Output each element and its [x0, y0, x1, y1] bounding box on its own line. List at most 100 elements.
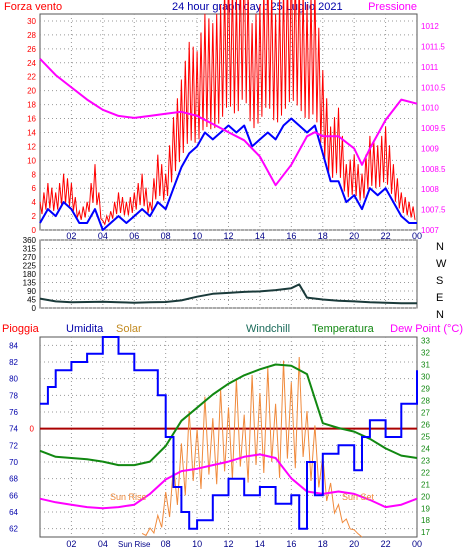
wind-y-tick-label: 20	[27, 87, 36, 96]
temperature-y-tick-label: 20	[421, 492, 430, 501]
wind-axes: 02468101214161820222426283010071007.5100…	[27, 17, 446, 241]
direction-y-tick-label: 45	[27, 296, 36, 305]
legend-humidity: Umidita	[66, 323, 104, 335]
wind-axis-label: Forza vento	[4, 1, 62, 13]
temperature-y-tick-label: 28	[421, 396, 430, 405]
temperature-y-tick-label: 18	[421, 516, 430, 525]
temperature-y-tick-label: 23	[421, 456, 430, 465]
temp-x-tick-label: 02	[66, 539, 76, 549]
wind-grid	[40, 14, 417, 231]
wind-x-tick-label: 00	[412, 231, 422, 241]
direction-y-tick-label: 270	[23, 253, 37, 262]
temp-x-tick-label: 10	[192, 539, 202, 549]
wind-y-tick-label: 12	[27, 142, 36, 151]
direction-y-tick-label: 360	[23, 236, 37, 245]
direction-plot	[39, 283, 417, 305]
temperature-y-tick-label: 19	[421, 504, 430, 513]
wind-y-tick-label: 8	[32, 170, 37, 179]
direction-y-tick-label: 0	[32, 304, 37, 313]
temperature-plot	[39, 336, 418, 538]
temp-x-tick-label: 22	[381, 539, 391, 549]
humidity-y-tick-label: 78	[9, 391, 18, 400]
temp-axes: 62 64 66 68 70 72 74 76 78 80 82 84 17 18 19 20 21 22 23 24…	[9, 337, 430, 549]
cardinal-label: S	[436, 275, 443, 287]
temp-x-tick-label: 12	[223, 539, 233, 549]
wind-x-tick-label: 06	[129, 231, 139, 241]
legend-rain: Pioggia	[2, 323, 40, 335]
temperature-y-tick-label: 27	[421, 408, 430, 417]
dewpoint-line	[39, 453, 418, 510]
temperature-y-tick-label: 33	[421, 337, 430, 346]
direction-y-tick-label: 90	[27, 287, 36, 296]
wind-y-tick-label: 16	[27, 115, 36, 124]
wind-x-tick-label: 10	[192, 231, 202, 241]
legend-windchill: Windchill	[246, 323, 290, 335]
humidity-y-tick-label: 66	[9, 491, 18, 500]
temp-x-tick-label: 14	[255, 539, 265, 549]
humidity-y-tick-label: 80	[9, 375, 18, 384]
pressure-y-tick-label: 1009.5	[421, 124, 446, 133]
temp-x-tick-label: 20	[349, 539, 359, 549]
humidity-line	[40, 336, 418, 530]
wind-x-tick-label: 18	[318, 231, 328, 241]
temperature-y-tick-label: 30	[421, 373, 430, 382]
direction-y-tick-label: 135	[23, 279, 37, 288]
legend-dewpoint: Dew Point (°C)	[390, 323, 463, 335]
pressure-y-tick-label: 1008	[421, 185, 439, 194]
temperature-y-tick-label: 29	[421, 384, 430, 393]
direction-y-tick-label: 180	[23, 270, 37, 279]
sunrise-marker-label: Sun Rise	[110, 492, 147, 502]
humidity-y-tick-label: 76	[9, 408, 18, 417]
wind-y-tick-label: 18	[27, 101, 36, 110]
pressure-y-tick-label: 1012	[421, 22, 439, 31]
wind-y-tick-label: 6	[32, 184, 37, 193]
wind-y-tick-label: 10	[27, 156, 36, 165]
wind-y-tick-label: 0	[32, 226, 37, 235]
temperature-y-tick-label: 17	[421, 528, 430, 537]
pressure-line	[39, 58, 418, 187]
humidity-y-tick-label: 68	[9, 475, 18, 484]
wind-x-tick-label: 22	[381, 231, 391, 241]
legend-temperature: Temperatura	[312, 323, 375, 335]
direction-grid	[40, 239, 417, 309]
direction-y-tick-label: 225	[23, 262, 37, 271]
temperature-y-tick-label: 25	[421, 432, 430, 441]
wind-x-tick-label: 16	[286, 231, 296, 241]
pressure-y-tick-label: 1007.5	[421, 206, 446, 215]
wind-y-tick-label: 22	[27, 73, 36, 82]
temp-x-tick-label: 00	[412, 539, 422, 549]
cardinal-label: N	[436, 309, 444, 321]
pressure-y-tick-label: 1010.5	[421, 83, 446, 92]
humidity-y-tick-label: 82	[9, 358, 18, 367]
wind-x-tick-label: 20	[349, 231, 359, 241]
direction-line	[39, 283, 417, 305]
humidity-y-tick-label: 84	[9, 341, 18, 350]
legend-solar: Solar	[116, 323, 142, 335]
pressure-y-tick-label: 1009	[421, 144, 439, 153]
wind-x-tick-label: 04	[98, 231, 108, 241]
humidity-y-tick-label: 62	[9, 525, 18, 534]
wind-pressure-plot	[39, 0, 418, 231]
pressure-y-tick-label: 1007	[421, 226, 439, 235]
pressure-y-tick-label: 1011.5	[421, 43, 445, 52]
wind-y-tick-label: 24	[27, 59, 36, 68]
humidity-y-tick-label: 74	[9, 425, 18, 434]
pressure-y-tick-label: 1010	[421, 104, 439, 113]
wind-gust-line	[39, 0, 416, 226]
pressure-axis-label: Pressione	[368, 1, 417, 13]
rain-tick-label: 0	[30, 425, 35, 434]
chart-title: 24 hour graph day : 25 Luglio 2021	[172, 1, 343, 13]
wind-x-tick-label: 02	[66, 231, 76, 241]
wind-x-tick-label: 12	[223, 231, 233, 241]
wind-average-line	[39, 117, 417, 231]
cardinal-label: N	[436, 241, 444, 253]
cardinal-label: E	[436, 292, 443, 304]
temperature-line	[39, 363, 418, 467]
wind-y-tick-label: 26	[27, 45, 36, 54]
solar-line	[141, 356, 363, 538]
temperature-y-tick-label: 24	[421, 444, 430, 453]
wind-y-tick-label: 2	[32, 212, 37, 221]
humidity-y-tick-label: 72	[9, 441, 18, 450]
